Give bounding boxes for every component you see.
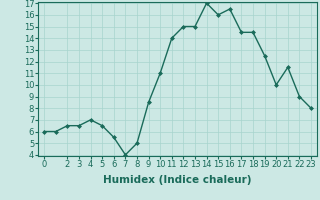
X-axis label: Humidex (Indice chaleur): Humidex (Indice chaleur) [103, 175, 252, 185]
